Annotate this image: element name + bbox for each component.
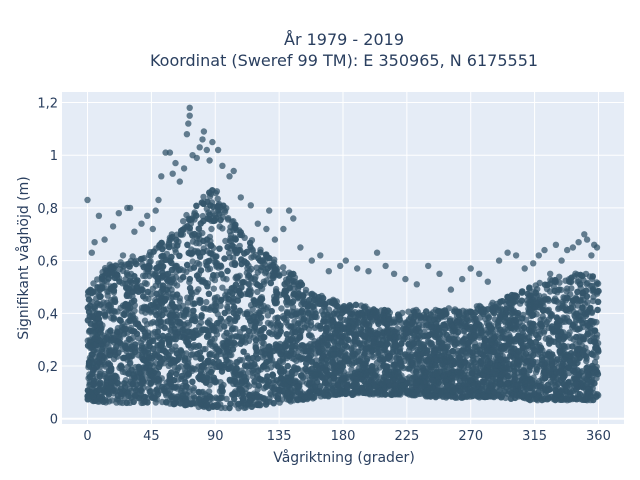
data-point: [217, 302, 224, 309]
data-point: [311, 324, 318, 331]
data-point: [219, 225, 226, 232]
data-point: [363, 339, 371, 346]
data-point: [94, 276, 101, 283]
data-point: [266, 395, 273, 402]
data-point: [224, 303, 231, 311]
data-point: [376, 351, 383, 358]
data-point: [289, 303, 297, 311]
data-point: [180, 218, 187, 225]
data-point: [211, 296, 219, 303]
data-point: [194, 259, 201, 267]
data-point: [103, 340, 110, 347]
data-point: [554, 298, 561, 306]
data-point: [368, 352, 375, 359]
data-point: [173, 282, 181, 289]
data-point: [110, 307, 118, 315]
data-point: [197, 319, 205, 326]
data-point: [594, 306, 601, 314]
data-point: [280, 269, 288, 277]
data-point: [210, 285, 217, 292]
data-point: [104, 292, 111, 299]
data-point: [199, 212, 206, 220]
data-point: [589, 287, 596, 294]
data-point: [211, 276, 219, 284]
data-point: [138, 308, 145, 315]
data-point: [176, 304, 183, 312]
data-point: [203, 298, 210, 306]
data-point: [294, 285, 302, 293]
data-point: [185, 321, 193, 329]
data-point: [193, 288, 200, 295]
data-point: [211, 335, 218, 342]
data-point: [129, 253, 136, 260]
data-point: [236, 356, 243, 364]
data-point: [208, 225, 215, 233]
data-point: [398, 319, 405, 327]
data-point: [230, 254, 237, 262]
data-point: [264, 312, 272, 319]
data-point: [473, 355, 481, 363]
data-point: [245, 280, 252, 287]
data-point: [540, 329, 548, 336]
data-point: [211, 259, 219, 266]
data-point: [145, 295, 152, 303]
data-point: [357, 340, 364, 347]
data-point: [267, 389, 274, 397]
data-point: [223, 395, 230, 403]
data-point: [548, 311, 556, 318]
data-point: [532, 369, 540, 376]
data-point: [256, 319, 263, 327]
data-point: [302, 286, 310, 294]
data-point: [108, 397, 116, 404]
data-point: [573, 317, 580, 324]
data-point: [214, 195, 221, 202]
data-point: [149, 285, 157, 292]
data-point: [147, 388, 154, 395]
data-points: [84, 104, 602, 412]
data-point: [139, 261, 146, 268]
data-point: [221, 208, 229, 216]
data-point: [278, 305, 285, 312]
data-point: [90, 280, 97, 287]
data-point: [580, 334, 587, 341]
data-point: [393, 319, 400, 326]
data-point: [224, 216, 232, 223]
data-point: [490, 393, 498, 401]
data-point: [137, 346, 144, 354]
data-point: [211, 300, 219, 308]
data-point: [226, 228, 234, 235]
data-point: [465, 364, 472, 371]
data-point: [555, 342, 563, 349]
data-point: [544, 307, 551, 315]
data-point: [254, 288, 261, 296]
data-point: [234, 275, 241, 282]
data-point: [167, 347, 175, 355]
data-point: [127, 359, 134, 366]
data-point: [144, 321, 151, 328]
data-point: [220, 275, 227, 282]
data-point: [219, 284, 226, 291]
chart-title-line-2: Koordinat (Sweref 99 TM): E 350965, N 61…: [150, 51, 538, 70]
data-point: [263, 306, 270, 313]
data-point: [222, 237, 229, 245]
data-point: [253, 264, 260, 271]
data-point: [187, 294, 194, 301]
data-point: [589, 297, 597, 305]
data-point: [189, 258, 196, 265]
data-point: [125, 272, 132, 279]
data-point: [593, 281, 600, 288]
data-point: [566, 329, 573, 336]
data-point: [200, 193, 207, 201]
data-point: [176, 298, 183, 305]
data-point: [271, 256, 278, 263]
data-point: [251, 276, 258, 283]
chart-title-line-1: År 1979 - 2019: [284, 30, 404, 49]
data-point: [307, 319, 315, 326]
data-point: [267, 364, 275, 371]
data-point: [264, 319, 272, 327]
data-point: [280, 264, 287, 271]
data-point: [584, 279, 591, 287]
data-point: [568, 285, 575, 292]
